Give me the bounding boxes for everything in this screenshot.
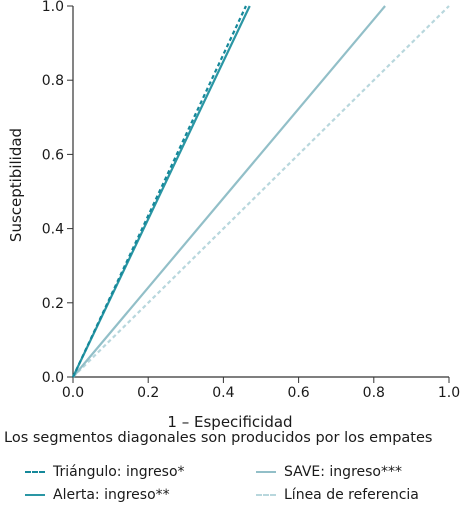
legend-label-triangulo: Triángulo: ingreso*	[53, 464, 185, 480]
series-line-1	[72, 5, 251, 378]
chart-tick-labels: 0.0 0.2 0.4 0.6 0.8 1.0 0.0 0.2 0.4 0.6 0.8 1.0	[42, 0, 460, 401]
series-line-0	[72, 5, 247, 378]
ties-note: Los segmentos diagonales son producidos …	[4, 430, 433, 446]
legend-item-alerta: Alerta: ingreso**	[25, 485, 170, 505]
legend: Triángulo: ingreso* Alerta: ingreso** SA…	[0, 460, 462, 509]
y-tick-label: 0.0	[42, 370, 64, 386]
x-tick-label: 0.6	[287, 385, 309, 401]
legend-swatch-save	[256, 471, 276, 473]
roc-chart: 0.0 0.2 0.4 0.6 0.8 1.0 0.0 0.2 0.4 0.6 0.8 1.0 1 –…	[7, 0, 460, 430]
legend-swatch-triangulo	[25, 471, 45, 473]
x-tick-label: 0.2	[137, 385, 159, 401]
x-axis-title: 1 – Especificidad	[167, 413, 292, 430]
legend-item-triangulo: Triángulo: ingreso*	[25, 462, 185, 482]
legend-label-save: SAVE: ingreso***	[284, 464, 402, 480]
y-tick-label: 0.2	[42, 296, 64, 312]
y-tick-label: 0.4	[42, 222, 64, 238]
x-tick-label: 0.8	[363, 385, 385, 401]
y-tick-label: 1.0	[42, 0, 64, 15]
legend-label-alerta: Alerta: ingreso**	[53, 487, 170, 503]
y-tick-label: 0.6	[42, 147, 64, 163]
legend-label-referencia: Línea de referencia	[284, 487, 419, 503]
y-tick-label: 0.8	[42, 73, 64, 89]
series-line-2	[72, 5, 386, 378]
chart-axes	[67, 5, 450, 383]
legend-item-referencia: Línea de referencia	[256, 485, 419, 505]
chart-series	[72, 5, 450, 378]
x-tick-label: 0.4	[212, 385, 234, 401]
series-line-3	[72, 5, 450, 378]
legend-swatch-alerta	[25, 494, 45, 496]
legend-item-save: SAVE: ingreso***	[256, 462, 402, 482]
legend-swatch-referencia	[256, 494, 276, 496]
x-tick-label: 1.0	[438, 385, 460, 401]
y-axis-title: Susceptibilidad	[7, 128, 25, 242]
x-tick-label: 0.0	[62, 385, 84, 401]
